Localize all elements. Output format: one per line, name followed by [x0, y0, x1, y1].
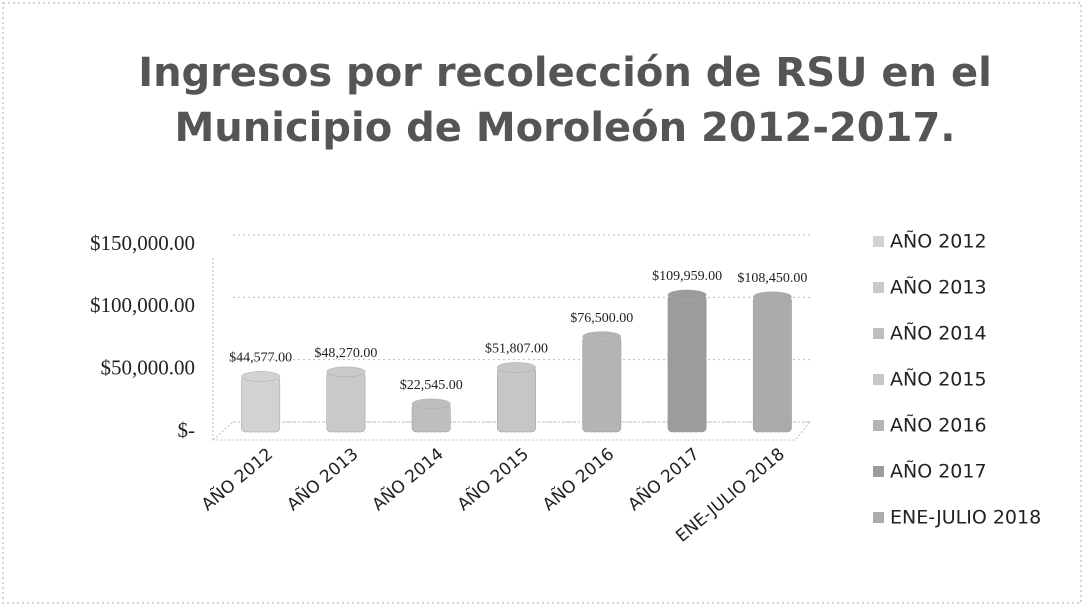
bar [497, 367, 536, 433]
bar-top [667, 289, 707, 301]
x-tick-label: AÑO 2014 [367, 443, 447, 515]
legend-swatch [873, 420, 884, 431]
bar [582, 336, 622, 433]
bar [326, 371, 366, 433]
value-label: $109,959.00 [652, 269, 722, 284]
legend-label: AÑO 2013 [890, 276, 987, 299]
legend-label: AÑO 2012 [890, 230, 987, 253]
chart-title: Municipio de Moroleón 2012-2017. [175, 105, 956, 151]
x-tick-label: AÑO 2013 [282, 443, 362, 515]
y-tick-label: $150,000.00 [90, 231, 195, 255]
x-tick-label: AÑO 2015 [453, 443, 533, 515]
bar-top [241, 371, 281, 382]
bar [241, 376, 281, 433]
legend-label: ENE-JULIO 2018 [890, 507, 1041, 529]
bar-top [411, 398, 451, 410]
bar-top [582, 331, 622, 342]
legend-swatch [873, 328, 884, 339]
bar-top [326, 366, 366, 378]
y-tick-label: $- [178, 418, 196, 442]
legend-label: AÑO 2016 [890, 414, 987, 437]
legend-label: AÑO 2017 [890, 460, 987, 483]
legend-swatch [873, 236, 884, 247]
value-label: $44,577.00 [229, 351, 292, 366]
chart-title: Ingresos por recolección de RSU en el [138, 50, 992, 96]
value-label: $22,545.00 [400, 378, 463, 393]
y-tick-label: $100,000.00 [90, 293, 195, 317]
chart-frame [2, 2, 1082, 604]
bar-top [752, 291, 792, 303]
legend-swatch [873, 374, 884, 385]
legend-swatch [873, 512, 884, 523]
plot-floor [212, 421, 812, 441]
x-tick-label: AÑO 2012 [197, 443, 277, 515]
y-tick-label: $50,000.00 [101, 355, 196, 379]
legend-swatch [873, 282, 884, 293]
value-label: $48,270.00 [314, 346, 377, 361]
bar [667, 294, 707, 433]
value-label: $51,807.00 [485, 342, 548, 357]
legend-swatch [873, 466, 884, 477]
x-tick-label: AÑO 2017 [623, 443, 703, 515]
value-label: $108,450.00 [737, 271, 807, 286]
legend-label: AÑO 2014 [890, 322, 987, 345]
bar-top [497, 362, 536, 373]
legend-label: AÑO 2015 [890, 368, 987, 391]
x-tick-label: AÑO 2016 [538, 443, 618, 515]
bar [752, 296, 792, 433]
value-label: $76,500.00 [570, 311, 633, 326]
